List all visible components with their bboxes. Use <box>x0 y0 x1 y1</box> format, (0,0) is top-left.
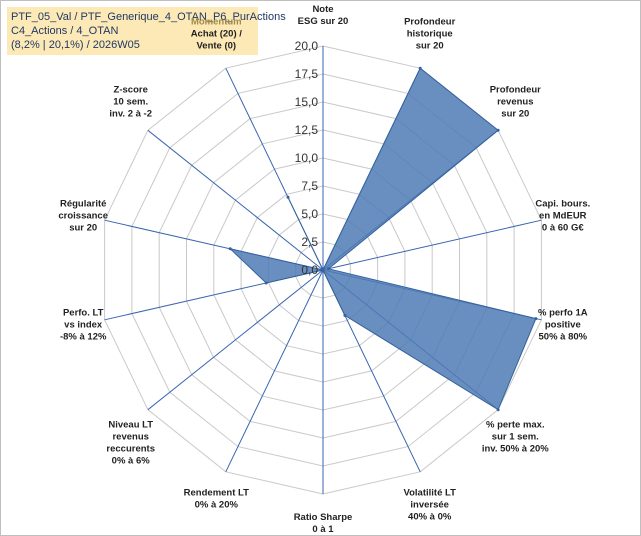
tick-label: 0,0 <box>301 263 318 277</box>
tick-label: 2,5 <box>301 235 318 249</box>
axis-label: Ratio Sharpe 0 à 1 <box>294 512 353 535</box>
axis-spoke <box>147 269 324 411</box>
radar-series <box>228 66 538 412</box>
axis-label: Profondeur revenus sur 20 <box>490 85 541 120</box>
axis-label: Z-score 10 sem. inv. 2 à -2 <box>109 85 152 120</box>
tick-label: 12,5 <box>295 123 319 137</box>
series-point <box>321 268 325 272</box>
axis-spoke <box>225 269 324 473</box>
series-point <box>534 317 538 321</box>
axis-label: Volatilité LT inversée 40% à 0% <box>403 488 456 523</box>
radar-tick-labels: 0,0 2,5 5,0 7,5 10,0 12,5 15,0 17,5 20,0 <box>295 39 319 277</box>
portfolio-header-box: PTF_05_Val / PTF_Generique_4_OTAN_P6_Pur… <box>7 7 286 55</box>
axis-label: Profondeur historique sur 20 <box>404 16 455 51</box>
series-point <box>496 408 500 412</box>
axis-label: Régularité croissance sur 20 <box>58 198 108 233</box>
axis-label: % perfo 1A positive 50% à 80% <box>538 308 588 343</box>
header-line-3: (8,2% | 20,1%) / 2026W05 <box>11 39 140 51</box>
tick-label: 5,0 <box>301 207 318 221</box>
series-point <box>264 281 268 285</box>
tick-label: 20,0 <box>295 39 319 53</box>
radar-axis-labels: Note ESG sur 20 Profondeur historique sur 20… <box>58 4 590 535</box>
series-point <box>286 195 290 199</box>
axis-spoke <box>147 129 324 271</box>
tick-label: 17,5 <box>295 67 319 81</box>
series-point <box>327 267 330 271</box>
axis-label: % perte max. sur 1 sem. inv. 50% à 20% <box>482 419 549 454</box>
series-area <box>228 67 537 411</box>
axis-label: Rendement LT 0% à 20% <box>184 488 249 511</box>
axis-label: Niveau LT revenus reccurents 0% à 6% <box>106 419 155 466</box>
tick-label: 10,0 <box>295 151 319 165</box>
header-line-2: C4_Actions / 4_OTAN <box>11 25 119 37</box>
axis-label: Capi. bours. en MdEUR 0 à 60 G€ <box>535 198 590 233</box>
header-line-1: PTF_05_Val / PTF_Generique_4_OTAN_P6_Pur… <box>11 11 286 23</box>
tick-label: 15,0 <box>295 95 319 109</box>
series-point <box>343 313 347 317</box>
series-point <box>418 66 422 70</box>
axis-spoke <box>322 219 542 271</box>
axis-label: Momentum Achat (20) / Vente (0) <box>191 16 243 51</box>
axis-label: Note ESG sur 20 <box>298 4 349 27</box>
series-point <box>496 128 500 132</box>
tick-label: 7,5 <box>301 179 318 193</box>
axis-label: Perfo. LT vs index -8% à 12% <box>60 308 107 343</box>
series-point <box>228 247 232 251</box>
